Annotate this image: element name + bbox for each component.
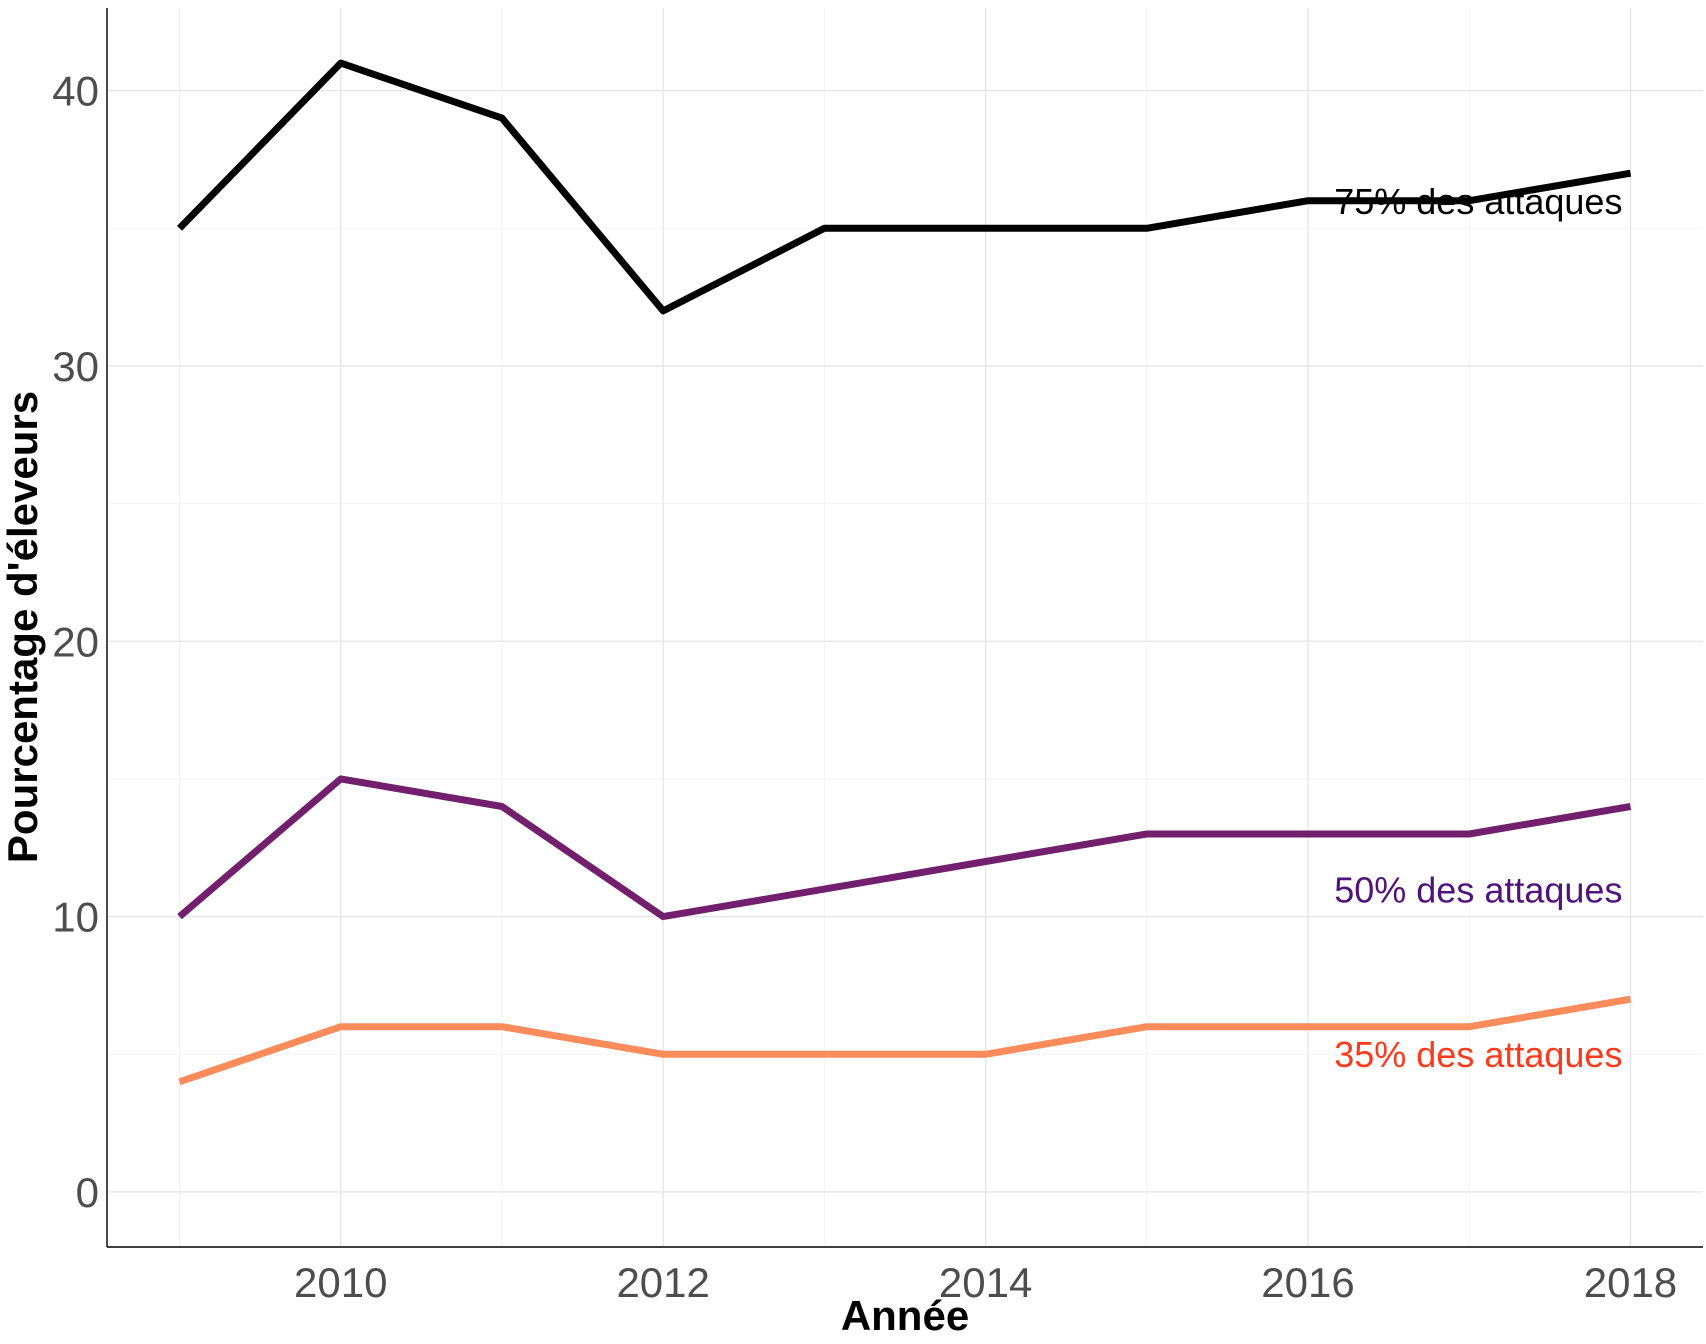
y-axis-title: Pourcentage d'éleveurs <box>0 391 46 863</box>
y-tick-label: 20 <box>52 618 99 665</box>
y-tick-label: 10 <box>52 894 99 941</box>
tick-labels: 0 10 20 30 40 2010 2012 2014 2016 2018 <box>52 68 1677 1306</box>
axes <box>106 8 1703 1248</box>
x-axis-title: Année <box>841 1292 969 1339</box>
series-label: 75% des attaques <box>1334 181 1622 222</box>
x-tick-label: 2018 <box>1584 1259 1677 1306</box>
series-labels: 75% des attaques 50% des attaques 35% des … <box>1334 181 1622 1075</box>
y-tick-label: 40 <box>52 68 99 115</box>
x-tick-label: 2014 <box>939 1259 1032 1306</box>
series-label: 50% des attaques <box>1334 869 1622 910</box>
grid <box>107 8 1703 1247</box>
x-tick-label: 2016 <box>1261 1259 1354 1306</box>
series-line <box>176 59 1632 315</box>
x-tick-label: 2010 <box>294 1259 387 1306</box>
series-lines <box>176 59 1632 1086</box>
series-line <box>177 775 1632 921</box>
x-tick-label: 2012 <box>616 1259 709 1306</box>
y-tick-label: 0 <box>76 1169 99 1216</box>
series-line <box>178 995 1632 1086</box>
series-label: 35% des attaques <box>1334 1034 1622 1075</box>
y-tick-label: 30 <box>52 343 99 390</box>
